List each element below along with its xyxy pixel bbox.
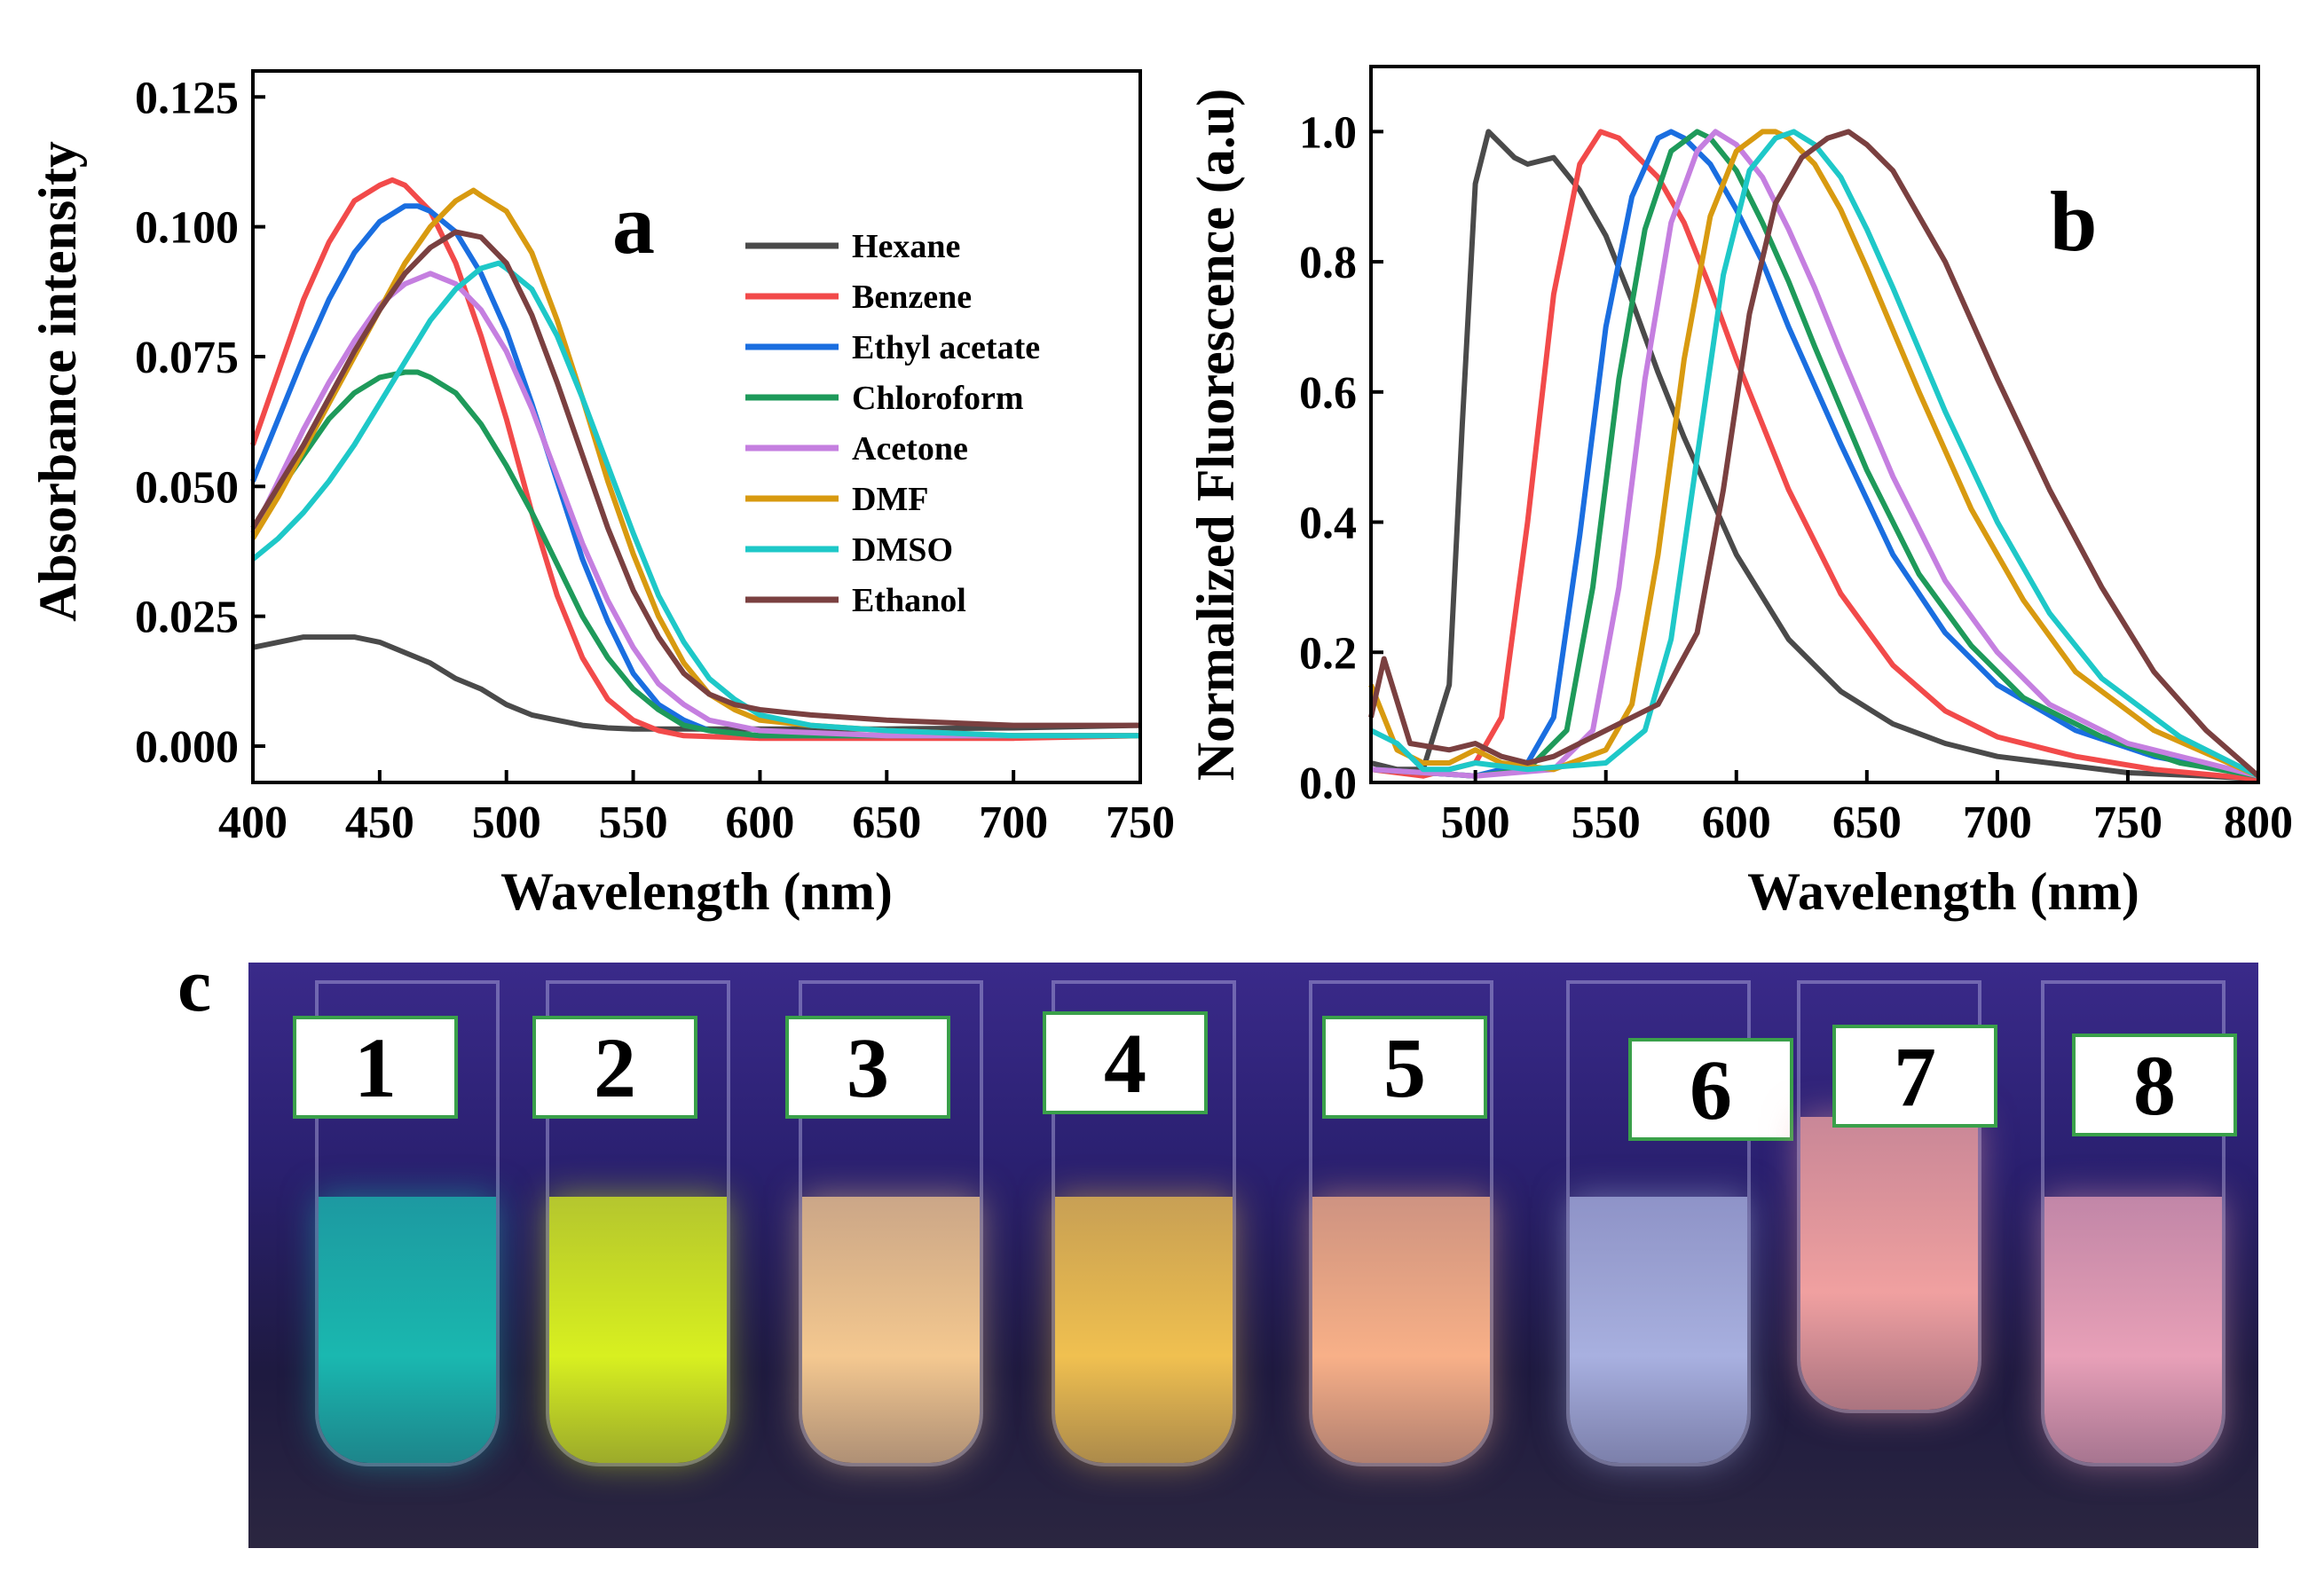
series-line-dmso [1369,129,2260,779]
test-tube [1309,980,1493,1466]
x-tick-label: 500 [472,798,541,848]
y-tick-label: 0.025 [135,593,239,643]
x-tick-label: 550 [599,798,668,848]
y-axis-label: Normalized Fluorescence (a.u) [1189,89,1245,781]
series-line-benzene [250,177,1141,742]
plot-frame [251,69,1142,784]
legend-label: Ethyl acetate [852,329,1040,366]
legend-label: Hexane [852,228,960,265]
y-tick-label: 1.0 [1299,107,1357,158]
x-tick-label: 500 [1441,798,1510,848]
tube-solution [549,1197,727,1463]
test-tube [799,980,983,1466]
y-tick-label: 0.2 [1299,628,1357,679]
series-line-dmf [1368,129,2260,779]
y-tick-label: 0.075 [135,333,239,383]
x-tick-label: 750 [1106,798,1175,848]
test-tube [546,980,730,1466]
panel-b-letter: b [2050,174,2097,269]
fluorescence-chart: 500 550 600 650 700 750 8000.00.20.40.60.81.0 … [1189,65,2293,921]
y-tick-label: 0.0 [1299,759,1357,809]
x-tick-label: 400 [218,798,288,848]
series-line-chloroform [250,369,1140,739]
x-tick-label: 600 [725,798,794,848]
series-line-dmso [251,260,1140,739]
y-axis-label: Absorbance intensity [28,141,87,622]
tube-solution [319,1197,496,1463]
legend-label: DMSO [852,531,953,569]
series-line-ethanol [1368,129,2260,778]
test-tube [1052,980,1236,1466]
tube-number-label: 4 [1043,1011,1208,1114]
tube-solution [802,1197,980,1463]
tube-solution [1570,1197,1747,1463]
y-tick-label: 0.050 [135,462,239,513]
test-tube [315,980,500,1466]
x-tick-label: 550 [1572,798,1641,848]
series-line-ethyl-acetate [1370,129,2259,779]
series-line-benzene [1370,129,2259,782]
x-axis-label: Wavelength (nm) [1747,862,2139,921]
series-line-chloroform [1370,129,2259,779]
tube-solution [1312,1197,1490,1463]
test-tube [2041,980,2226,1466]
legend-label: Ethanol [852,582,966,619]
x-tick-label: 800 [2224,798,2293,848]
tube-number-label: 3 [785,1016,950,1119]
series-line-hexane [252,634,1141,732]
absorbance-chart: 400 450 500 550 600 650 700 750 0.000 0.025 0.050 0… [28,69,1175,921]
x-tick-label: 700 [1963,798,2032,848]
x-tick-label: 700 [979,798,1048,848]
tube-number-label: 2 [532,1016,697,1119]
x-tick-label: 450 [345,798,414,848]
x-axis-label: Wavelength (nm) [500,862,893,921]
plot-frame [1369,65,2260,784]
y-tick-label: 0.6 [1299,368,1357,419]
tube-number-label: 1 [293,1016,458,1119]
series-line-dmf [250,187,1140,739]
tube-solution [1800,1117,1978,1410]
legend-label: Chloroform [852,380,1024,417]
series-line-acetone [1370,129,2259,779]
x-tick-label: 750 [2093,798,2163,848]
tube-solution [2044,1197,2222,1463]
y-tick-label: 0.125 [135,73,239,123]
tube-number-label: 6 [1628,1038,1793,1141]
panel-a-letter: a [612,177,655,271]
x-tick-label: 650 [1832,798,1902,848]
panel-c-letter: c [177,942,212,1027]
series-line-ethanol [250,229,1140,728]
tube-solution [1055,1197,1233,1463]
y-tick-label: 0.4 [1299,499,1357,549]
legend-label: Benzene [852,279,972,316]
x-tick-label: 650 [852,798,921,848]
tube-number-label: 5 [1322,1016,1487,1119]
tube-number-label: 7 [1832,1025,1997,1128]
legend-label: DMF [852,481,929,518]
y-tick-label: 0.8 [1299,238,1357,288]
test-tube [1797,980,1981,1413]
test-tube [1566,980,1751,1466]
legend-label: Acetone [852,430,968,468]
x-tick-label: 600 [1702,798,1771,848]
y-tick-label: 0.100 [135,203,239,254]
tube-number-label: 8 [2072,1034,2237,1136]
series-line-acetone [250,271,1140,739]
y-tick-label: 0.000 [135,722,239,773]
